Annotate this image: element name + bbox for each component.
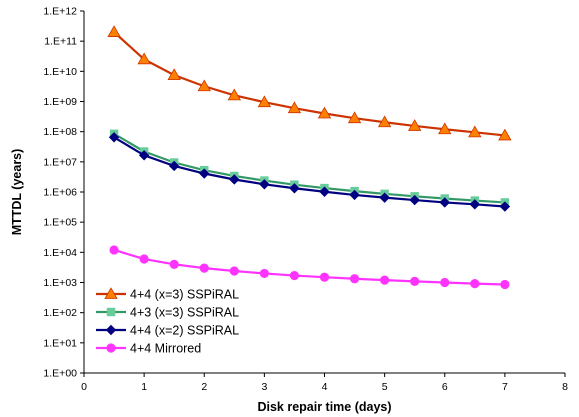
y-tick-label: 1.E+00 — [43, 368, 77, 380]
data-point — [259, 268, 269, 279]
data-point — [410, 276, 420, 286]
data-point — [470, 278, 480, 289]
x-axis-title: Disk repair time (days) — [257, 400, 391, 414]
series-line — [113, 31, 505, 137]
x-tick-label: 8 — [562, 381, 568, 393]
data-point — [349, 274, 360, 284]
data-point — [319, 186, 330, 197]
data-point — [380, 275, 390, 285]
data-point — [498, 128, 512, 141]
data-point — [379, 192, 390, 203]
data-point — [289, 183, 300, 194]
series-3 — [109, 245, 510, 290]
data-point — [138, 150, 150, 161]
x-tick-label: 0 — [81, 381, 87, 393]
series-line — [113, 248, 505, 286]
data-point — [319, 272, 330, 282]
y-tick-label: 1.E+06 — [43, 187, 77, 199]
data-point — [229, 266, 239, 276]
data-point — [257, 95, 272, 108]
data-point — [469, 199, 481, 210]
data-point — [349, 189, 360, 201]
legend-label: 4+3 (x=3) SSPiRAL — [130, 306, 239, 320]
series-layer — [107, 25, 512, 290]
legend-label: 4+4 (x=3) SSPiRAL — [130, 288, 239, 302]
y-tick-label: 1.E+01 — [43, 337, 77, 349]
data-point — [137, 52, 151, 65]
y-tick-label: 1.E+03 — [43, 277, 77, 289]
series-0 — [107, 25, 512, 141]
data-point — [407, 119, 422, 131]
x-tick-label: 4 — [322, 381, 328, 393]
data-point — [197, 79, 211, 92]
y-axis-title: MTTDL (years) — [10, 149, 24, 236]
data-point — [229, 174, 240, 185]
data-point — [107, 25, 121, 37]
legend-entry: 4+4 Mirrored — [96, 342, 201, 356]
data-point — [347, 111, 362, 124]
series-line — [113, 132, 505, 204]
data-point — [468, 125, 482, 138]
y-tick-label: 1.E+08 — [43, 126, 77, 138]
data-point — [500, 279, 510, 290]
x-tick-label: 5 — [382, 381, 388, 393]
legend-entry: 4+4 (x=3) SSPiRAL — [96, 287, 239, 302]
legend-swatch-marker — [105, 324, 117, 336]
data-point — [169, 259, 179, 269]
data-point — [438, 122, 452, 135]
legend-swatch-marker — [106, 343, 116, 353]
x-tick-label: 3 — [261, 381, 267, 393]
y-tick-label: 1.E+11 — [44, 36, 77, 48]
data-point — [139, 254, 149, 264]
y-axis-ticks: 1.E+00 1.E+01 1.E+02 1.E+03 1.E+04 1.E+05 1.E+… — [43, 6, 84, 380]
legend-swatch-marker — [106, 307, 116, 317]
data-point — [199, 263, 209, 273]
data-point — [287, 101, 302, 114]
data-point — [259, 179, 270, 190]
legend-swatch-marker — [104, 287, 118, 299]
y-tick-label: 1.E+09 — [43, 96, 77, 108]
data-point — [108, 132, 120, 143]
y-tick-label: 1.E+04 — [43, 247, 77, 259]
data-point — [168, 160, 180, 172]
y-tick-label: 1.E+05 — [43, 217, 77, 229]
series-line — [113, 136, 505, 208]
legend-entry: 4+3 (x=3) SSPiRAL — [96, 306, 239, 320]
data-point — [167, 68, 181, 81]
data-point — [499, 201, 511, 212]
data-point — [199, 168, 210, 179]
data-point — [409, 194, 420, 206]
x-tick-label: 6 — [442, 381, 448, 393]
x-tick-label: 2 — [201, 381, 207, 393]
x-axis-ticks: 0 1 2 3 4 5 6 7 8 — [81, 373, 568, 393]
y-tick-label: 1.E+07 — [43, 156, 77, 168]
data-point — [377, 115, 392, 128]
data-point — [227, 88, 242, 101]
legend-label: 4+4 Mirrored — [130, 342, 201, 356]
legend: 4+4 (x=3) SSPiRAL 4+3 (x=3) SSPiRAL 4+4 (x… — [96, 287, 239, 356]
y-tick-label: 1.E+02 — [43, 307, 77, 319]
y-tick-label: 1.E+10 — [43, 66, 77, 78]
data-point — [109, 245, 119, 255]
y-tick-label: 1.E+12 — [43, 6, 77, 18]
series-2 — [108, 132, 511, 212]
legend-label: 4+4 (x=2) SSPiRAL — [130, 324, 239, 338]
data-point — [440, 277, 450, 288]
series-1 — [109, 129, 510, 207]
x-tick-label: 7 — [502, 381, 508, 393]
data-point — [289, 270, 300, 281]
x-tick-label: 1 — [141, 381, 147, 393]
data-point — [317, 106, 332, 119]
data-point — [439, 197, 450, 208]
legend-entry: 4+4 (x=2) SSPiRAL — [96, 324, 239, 338]
